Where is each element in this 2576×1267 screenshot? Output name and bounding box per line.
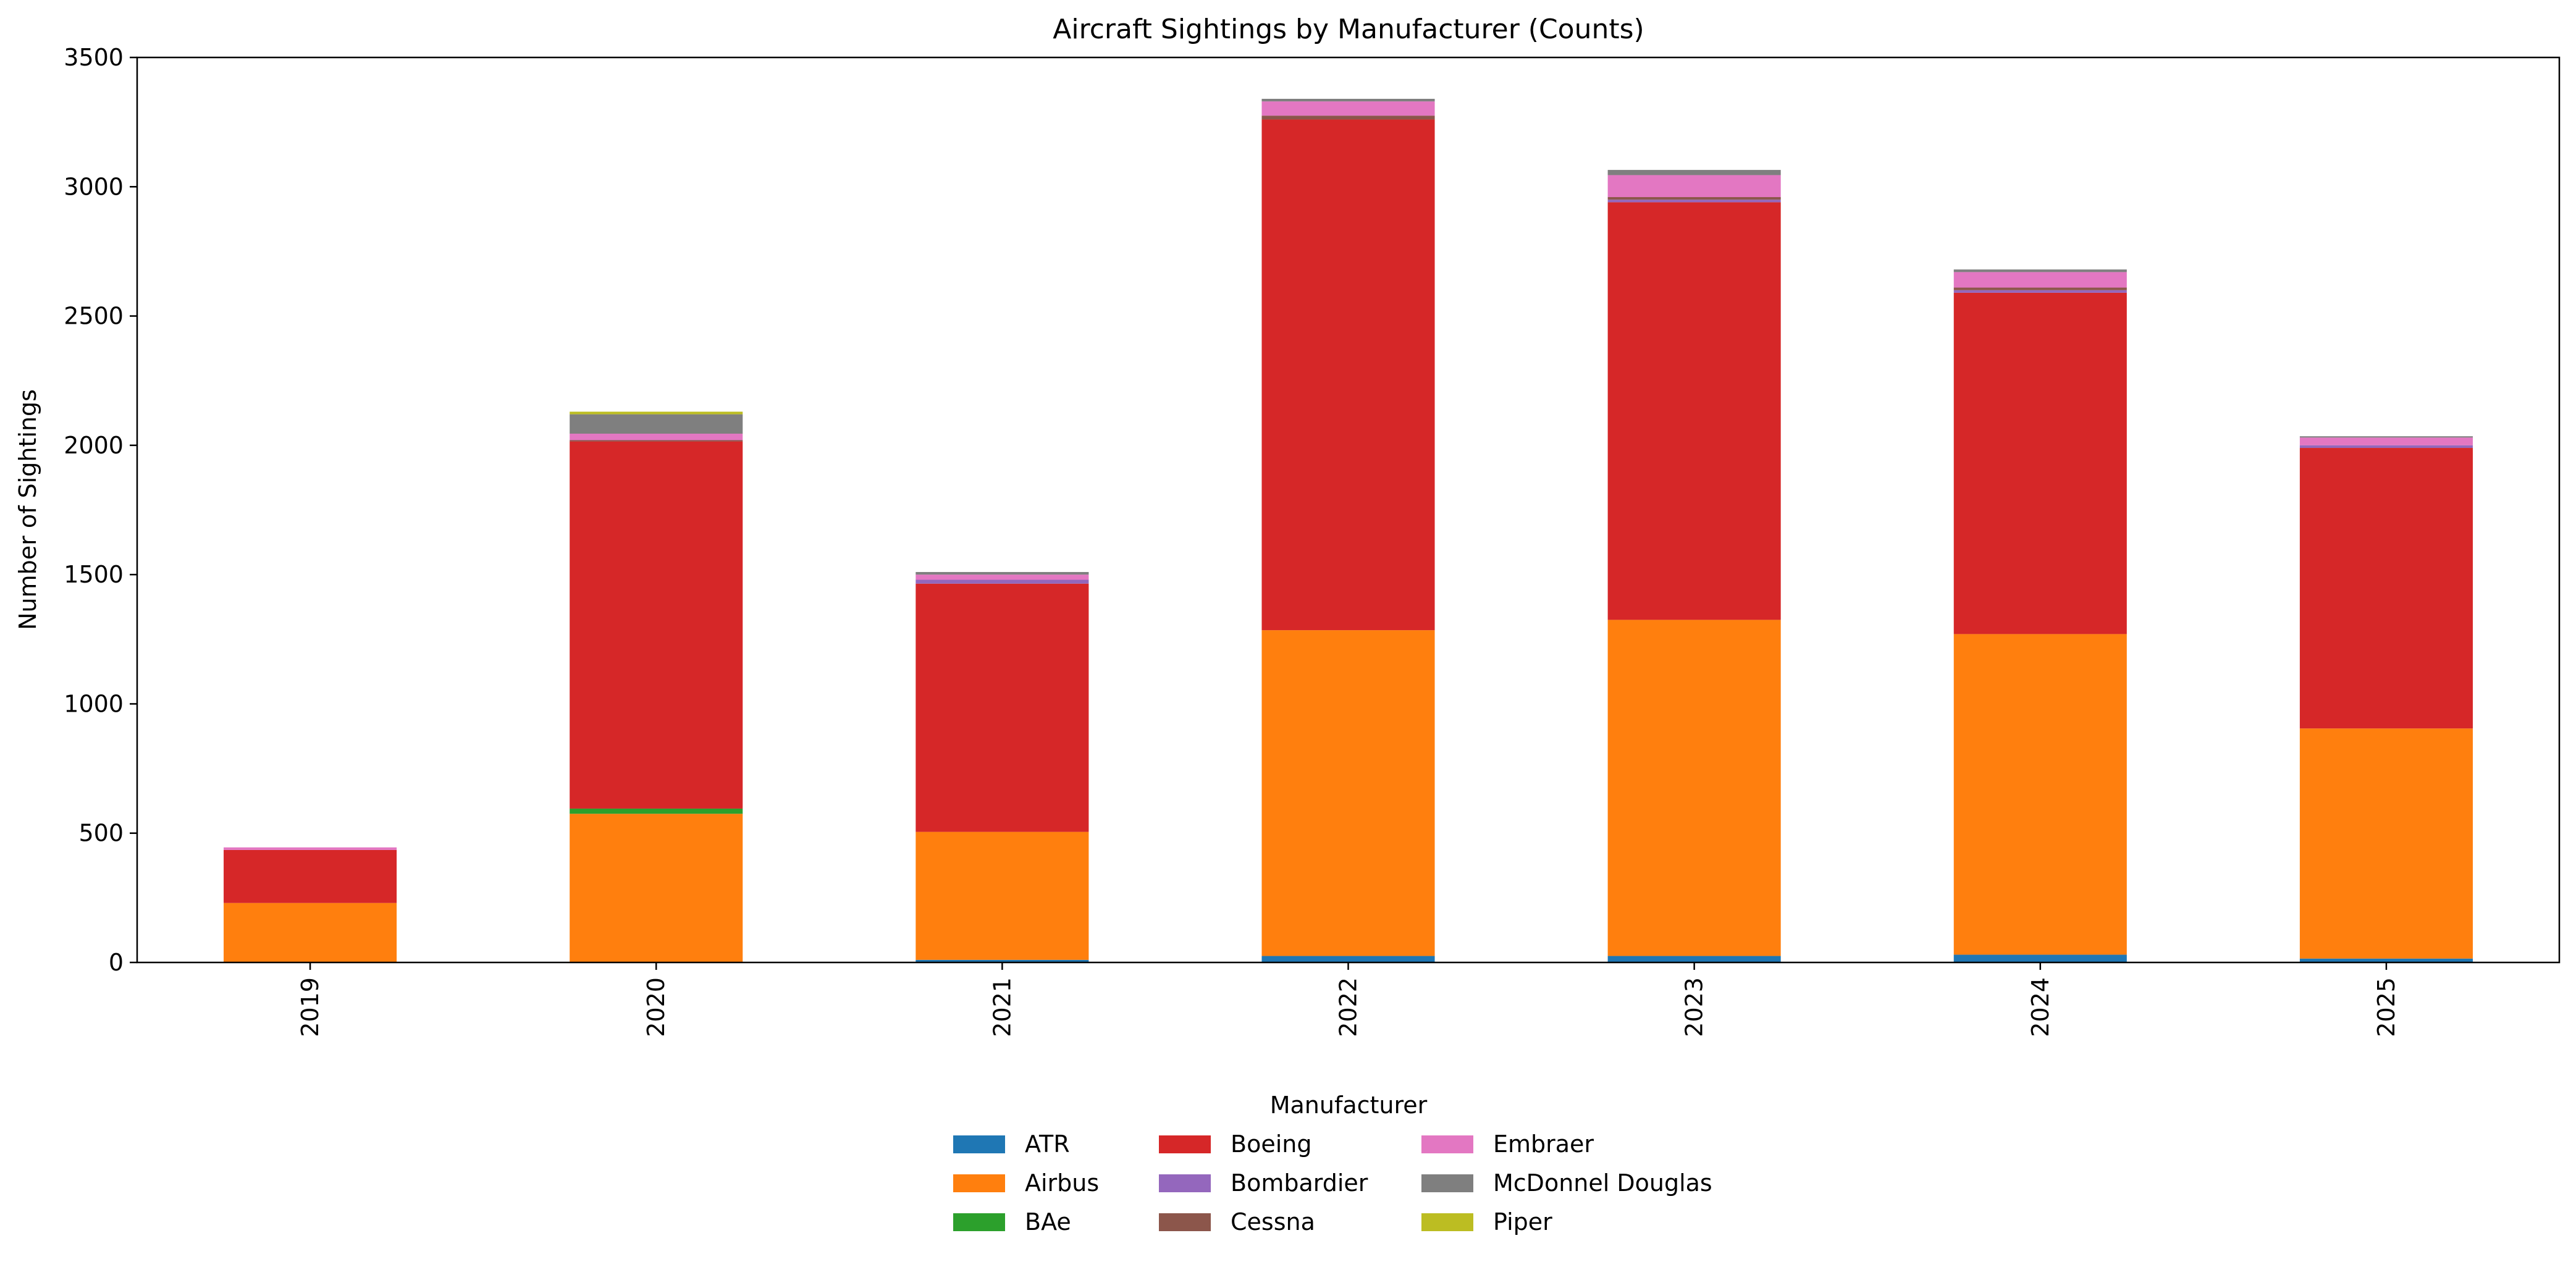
bar-embraer-2023 bbox=[1607, 175, 1781, 198]
bar-embraer-2021 bbox=[915, 575, 1089, 580]
bar-airbus-2021 bbox=[915, 831, 1089, 960]
axes-layer: 0 500 1000 1500 2000 2500 3000 3500 2019 2020 2021… bbox=[64, 44, 2561, 1037]
legend-label-piper: Piper bbox=[1493, 1208, 1552, 1235]
legend-swatch-bombardier bbox=[1159, 1174, 1211, 1192]
bar-airbus-2022 bbox=[1261, 630, 1435, 956]
y-tick-label: 3000 bbox=[64, 173, 124, 200]
bar-mcdonnel-douglas-2025 bbox=[2299, 436, 2473, 438]
bar-atr-2021 bbox=[915, 959, 1089, 962]
bar-piper-2020 bbox=[570, 411, 743, 415]
bar-cessna-2020 bbox=[570, 440, 743, 442]
bar-atr-2022 bbox=[1261, 956, 1435, 962]
bar-mcdonnel-douglas-2021 bbox=[915, 571, 1089, 575]
bar-mcdonnel-douglas-2022 bbox=[1261, 98, 1435, 102]
bar-boeing-2019 bbox=[224, 849, 397, 903]
legend-label-bombardier: Bombardier bbox=[1231, 1169, 1368, 1197]
x-tick-label: 2021 bbox=[988, 977, 1016, 1037]
bar-cessna-2022 bbox=[1261, 116, 1435, 120]
legend-label-airbus: Airbus bbox=[1025, 1169, 1099, 1197]
x-tick-label: 2022 bbox=[1335, 977, 1362, 1037]
bar-mcdonnel-douglas-2024 bbox=[1953, 269, 2127, 272]
y-axis-label: Number of Sightings bbox=[14, 389, 41, 630]
bar-bae-2020 bbox=[570, 808, 743, 814]
x-tick-label: 2019 bbox=[297, 977, 324, 1037]
legend-label-cessna: Cessna bbox=[1231, 1208, 1315, 1235]
legend-label-mcdonnel-douglas: McDonnel Douglas bbox=[1493, 1169, 1712, 1197]
bar-atr-2023 bbox=[1607, 956, 1781, 962]
bar-cessna-2024 bbox=[1953, 287, 2127, 290]
bar-boeing-2021 bbox=[915, 583, 1089, 832]
bar-boeing-2024 bbox=[1953, 292, 2127, 634]
bar-boeing-2020 bbox=[570, 441, 743, 809]
bar-embraer-2019 bbox=[224, 847, 397, 850]
y-tick-label: 2500 bbox=[64, 303, 124, 330]
bar-embraer-2020 bbox=[570, 434, 743, 440]
bar-airbus-2024 bbox=[1953, 634, 2127, 955]
bar-embraer-2024 bbox=[1953, 272, 2127, 288]
bar-mcdonnel-douglas-2020 bbox=[570, 414, 743, 434]
chart-title: Aircraft Sightings by Manufacturer (Coun… bbox=[1053, 14, 1644, 45]
legend-label-boeing: Boeing bbox=[1231, 1130, 1311, 1158]
bar-embraer-2025 bbox=[2299, 437, 2473, 445]
bar-boeing-2025 bbox=[2299, 448, 2473, 729]
legend-label-embraer: Embraer bbox=[1493, 1130, 1594, 1158]
x-tick-label: 2024 bbox=[2027, 977, 2054, 1037]
bar-boeing-2022 bbox=[1261, 119, 1435, 631]
bar-airbus-2023 bbox=[1607, 620, 1781, 956]
bars-layer bbox=[224, 98, 2473, 962]
y-tick-label: 0 bbox=[109, 949, 124, 976]
bar-mcdonnel-douglas-2023 bbox=[1607, 170, 1781, 175]
legend-swatch-mcdonnel-douglas bbox=[1421, 1174, 1473, 1192]
legend-swatch-bae bbox=[953, 1213, 1005, 1231]
legend-swatch-boeing bbox=[1159, 1135, 1211, 1153]
legend: Manufacturer ATR Airbus BAe Boeing Bombardie… bbox=[953, 1092, 1712, 1235]
x-tick-label: 2023 bbox=[1681, 977, 1708, 1037]
y-tick-label: 3500 bbox=[64, 44, 124, 71]
bar-airbus-2025 bbox=[2299, 728, 2473, 959]
bar-atr-2025 bbox=[2299, 958, 2473, 962]
legend-label-atr: ATR bbox=[1025, 1130, 1070, 1158]
bar-bombardier-2023 bbox=[1607, 200, 1781, 203]
legend-label-bae: BAe bbox=[1025, 1208, 1071, 1235]
y-tick-label: 500 bbox=[78, 820, 124, 847]
bar-boeing-2023 bbox=[1607, 202, 1781, 620]
legend-swatch-airbus bbox=[953, 1174, 1005, 1192]
bar-bombardier-2021 bbox=[915, 579, 1089, 584]
bar-airbus-2020 bbox=[570, 814, 743, 962]
x-tick-label: 2025 bbox=[2373, 977, 2400, 1037]
y-tick-label: 1000 bbox=[64, 690, 124, 717]
bar-embraer-2022 bbox=[1261, 101, 1435, 116]
y-tick-label: 2000 bbox=[64, 432, 124, 459]
bar-airbus-2019 bbox=[224, 903, 397, 962]
x-tick-label: 2020 bbox=[642, 977, 670, 1037]
legend-swatch-piper bbox=[1421, 1213, 1473, 1231]
bar-bombardier-2024 bbox=[1953, 290, 2127, 293]
legend-swatch-atr bbox=[953, 1135, 1005, 1153]
bar-cessna-2023 bbox=[1607, 197, 1781, 200]
bar-bombardier-2025 bbox=[2299, 445, 2473, 448]
legend-swatch-cessna bbox=[1159, 1213, 1211, 1231]
bar-atr-2024 bbox=[1953, 954, 2127, 962]
legend-title: Manufacturer bbox=[1270, 1092, 1428, 1119]
legend-swatch-embraer bbox=[1421, 1135, 1473, 1153]
y-tick-label: 1500 bbox=[64, 561, 124, 588]
